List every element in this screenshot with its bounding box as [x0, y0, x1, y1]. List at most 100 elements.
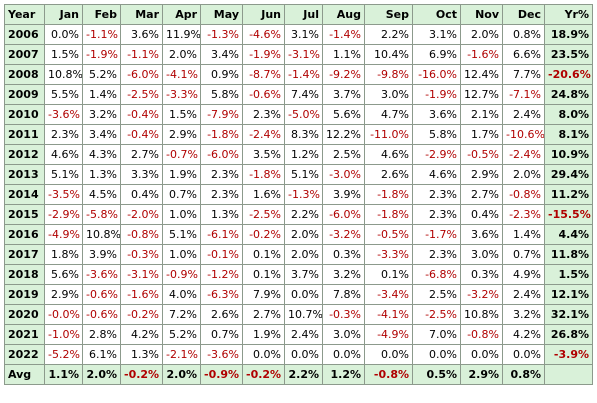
column-header-may: May: [200, 4, 243, 25]
return-cell: -0.5%: [460, 144, 503, 165]
column-header-sep: Sep: [364, 4, 413, 25]
return-cell: 1.0%: [162, 244, 201, 265]
return-cell: -0.3%: [120, 244, 163, 265]
year-total-cell: 12.1%: [544, 284, 593, 305]
return-cell: 7.7%: [502, 64, 545, 85]
return-cell: -1.0%: [44, 324, 83, 345]
row-year-label: 2019: [4, 284, 45, 305]
return-cell: -3.1%: [284, 44, 323, 65]
return-cell: -0.2%: [242, 224, 285, 245]
return-cell: 1.7%: [460, 124, 503, 145]
return-cell: 2.8%: [82, 324, 121, 345]
return-cell: -3.6%: [82, 264, 121, 285]
return-cell: 1.6%: [242, 184, 285, 205]
return-cell: 2.3%: [412, 244, 461, 265]
return-cell: -1.2%: [200, 264, 243, 285]
table-row: 2008 10.8% 5.2% -6.0% -4.1% 0.9% -8.7% -1.4% -9.…: [4, 64, 593, 85]
row-year-label: 2017: [4, 244, 45, 265]
return-cell: -1.1%: [120, 44, 163, 65]
return-cell: 1.1%: [322, 44, 365, 65]
return-cell: -3.3%: [162, 84, 201, 105]
average-total-cell: [544, 364, 593, 385]
row-year-label: 2008: [4, 64, 45, 85]
return-cell: 0.0%: [242, 344, 285, 365]
return-cell: 4.6%: [364, 144, 413, 165]
return-cell: 2.9%: [460, 164, 503, 185]
return-cell: 3.0%: [460, 244, 503, 265]
return-cell: 6.6%: [502, 44, 545, 65]
column-header-oct: Oct: [412, 4, 461, 25]
table-row: 2009 5.5% 1.4% -2.5% -3.3% 5.8% -0.6% 7.4% 3.7% 3…: [4, 84, 593, 105]
year-total-cell: 26.8%: [544, 324, 593, 345]
return-cell: -1.8%: [242, 164, 285, 185]
header-row: Year Jan Feb Mar Apr May Jun Jul Aug Sep Oct Nov Dec…: [4, 4, 593, 25]
return-cell: 0.7%: [502, 244, 545, 265]
return-cell: -1.8%: [364, 204, 413, 225]
return-cell: 2.3%: [412, 204, 461, 225]
return-cell: 4.7%: [364, 104, 413, 125]
return-cell: 1.0%: [162, 204, 201, 225]
return-cell: 4.9%: [502, 264, 545, 285]
return-cell: -3.6%: [200, 344, 243, 365]
return-cell: -0.8%: [502, 184, 545, 205]
return-cell: 3.1%: [412, 24, 461, 45]
return-cell: -6.0%: [322, 204, 365, 225]
return-cell: 5.6%: [44, 264, 83, 285]
return-cell: 11.9%: [162, 24, 201, 45]
return-cell: 2.4%: [284, 324, 323, 345]
return-cell: -4.6%: [242, 24, 285, 45]
return-cell: -3.2%: [460, 284, 503, 305]
return-cell: 4.2%: [120, 324, 163, 345]
row-year-label: 2020: [4, 304, 45, 325]
return-cell: -1.3%: [200, 24, 243, 45]
table-row: 2022 -5.2% 6.1% 1.3% -2.1% -3.6% 0.0% 0.0% 0.0% 0…: [4, 344, 593, 365]
return-cell: -2.5%: [120, 84, 163, 105]
average-label: Avg: [4, 364, 45, 385]
return-cell: 3.3%: [120, 164, 163, 185]
return-cell: 2.0%: [460, 24, 503, 45]
return-cell: 1.3%: [82, 164, 121, 185]
return-cell: -0.5%: [364, 224, 413, 245]
row-year-label: 2010: [4, 104, 45, 125]
row-year-label: 2018: [4, 264, 45, 285]
column-header-yrpct: Yr%: [544, 4, 593, 25]
return-cell: 2.3%: [44, 124, 83, 145]
return-cell: -5.2%: [44, 344, 83, 365]
table-row: 2010 -3.6% 3.2% -0.4% 1.5% -7.9% 2.3% -5.0% 5.6%…: [4, 104, 593, 125]
year-total-cell: 24.8%: [544, 84, 593, 105]
return-cell: 1.9%: [162, 164, 201, 185]
return-cell: 3.0%: [322, 324, 365, 345]
return-cell: 6.9%: [412, 44, 461, 65]
table-row: 2006 0.0% -1.1% 3.6% 11.9% -1.3% -4.6% 3.1% -1.4…: [4, 24, 593, 45]
return-cell: -3.3%: [364, 244, 413, 265]
table-row: 2018 5.6% -3.6% -3.1% -0.9% -1.2% 0.1% 3.7% 3.2%…: [4, 264, 593, 285]
return-cell: 10.8%: [44, 64, 83, 85]
return-cell: 2.6%: [200, 304, 243, 325]
return-cell: -1.9%: [82, 44, 121, 65]
return-cell: 10.7%: [284, 304, 323, 325]
average-cell: 1.1%: [44, 364, 83, 385]
return-cell: 5.8%: [412, 124, 461, 145]
return-cell: -2.3%: [502, 204, 545, 225]
row-year-label: 2011: [4, 124, 45, 145]
column-header-jul: Jul: [284, 4, 323, 25]
return-cell: 5.2%: [162, 324, 201, 345]
return-cell: 3.4%: [200, 44, 243, 65]
row-year-label: 2014: [4, 184, 45, 205]
return-cell: -4.1%: [364, 304, 413, 325]
return-cell: 0.3%: [322, 244, 365, 265]
column-header-apr: Apr: [162, 4, 201, 25]
return-cell: -4.9%: [44, 224, 83, 245]
table-row: 2007 1.5% -1.9% -1.1% 2.0% 3.4% -1.9% -3.1% 1.1%…: [4, 44, 593, 65]
return-cell: 4.6%: [412, 164, 461, 185]
return-cell: 3.2%: [322, 264, 365, 285]
table-row: 2017 1.8% 3.9% -0.3% 1.0% -0.1% 0.1% 2.0% 0.3% -3…: [4, 244, 593, 265]
return-cell: 0.8%: [502, 24, 545, 45]
return-cell: 3.2%: [82, 104, 121, 125]
return-cell: 10.8%: [82, 224, 121, 245]
return-cell: 0.4%: [120, 184, 163, 205]
return-cell: -2.5%: [412, 304, 461, 325]
average-cell: 2.0%: [162, 364, 201, 385]
return-cell: -3.0%: [322, 164, 365, 185]
return-cell: -2.0%: [120, 204, 163, 225]
